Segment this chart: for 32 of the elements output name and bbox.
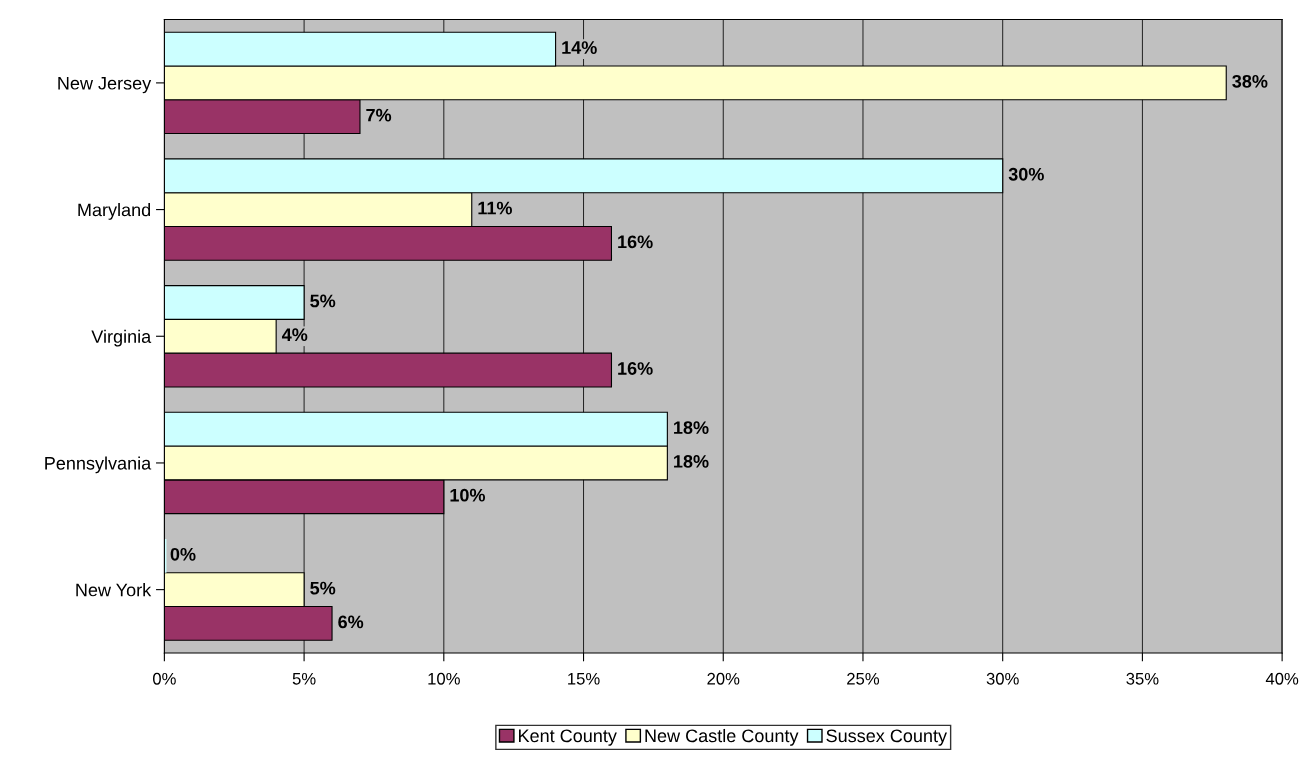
data-label: 4% — [281, 328, 308, 342]
x-tick-label: 15% — [568, 672, 600, 685]
y-tick-label: New York — [76, 583, 152, 597]
legend-label: Kent County — [519, 729, 617, 746]
x-tick-label: 35% — [1126, 672, 1159, 685]
data-label: 30% — [1008, 167, 1044, 181]
y-tick-label: Virginia — [91, 329, 152, 347]
y-tick-label: Pennsylvania — [45, 456, 152, 474]
data-label: 38% — [1232, 74, 1268, 88]
x-tick-label: 40% — [1265, 672, 1299, 685]
x-tick-label: 10% — [428, 672, 460, 685]
data-label: 16% — [618, 362, 653, 375]
y-tick-label: Maryland — [78, 203, 151, 220]
x-tick-label: 30% — [986, 672, 1019, 685]
x-tick-label: 5% — [292, 672, 316, 685]
y-tick-label: New Jersey — [58, 77, 152, 94]
data-label: 18% — [674, 421, 709, 435]
x-tick-label: 20% — [707, 672, 740, 685]
data-label: 11% — [478, 201, 512, 215]
legend-label: Sussex County — [826, 729, 947, 746]
data-label: 5% — [310, 294, 336, 308]
x-tick-label: 0% — [152, 672, 176, 685]
data-label: 14% — [562, 41, 597, 54]
data-label: 16% — [618, 235, 653, 249]
x-tick-label: 25% — [847, 672, 880, 685]
data-label: 7% — [366, 108, 392, 122]
data-label: 10% — [450, 488, 486, 502]
data-label: 0% — [170, 547, 196, 561]
legend-label: New Castle County — [645, 728, 799, 746]
data-label: 18% — [674, 455, 709, 468]
data-label: 6% — [338, 615, 364, 629]
data-label: 5% — [310, 581, 336, 595]
